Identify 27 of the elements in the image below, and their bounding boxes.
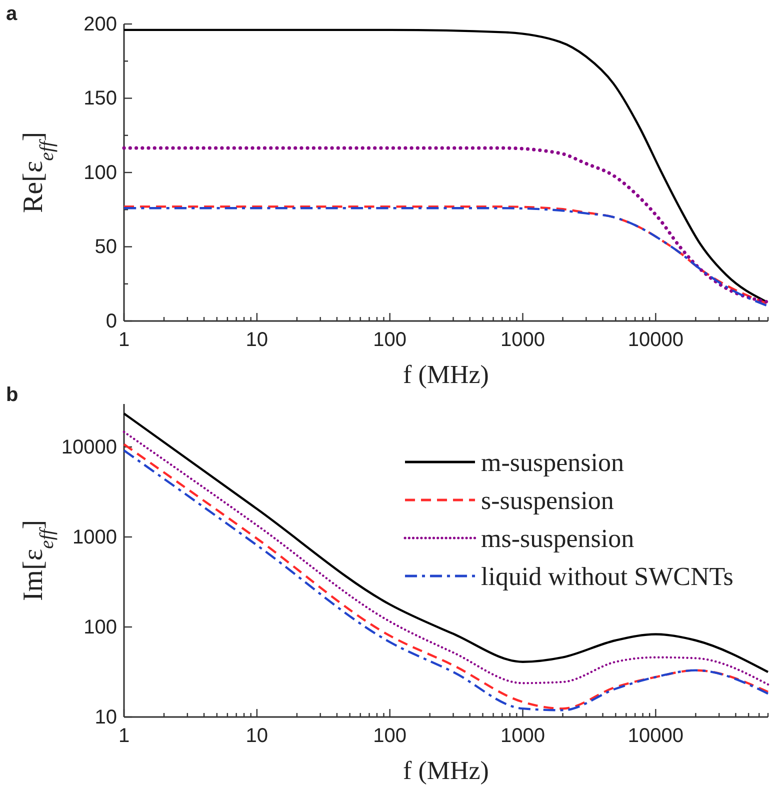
x-tick-label: 1 [118, 725, 130, 747]
y-tick-label: 100 [84, 162, 117, 184]
x-axis-title: f (MHz) [403, 360, 489, 389]
legend-label: liquid without SWCNTs [481, 562, 734, 591]
x-tick-label: 10 [246, 329, 268, 351]
x-tick-label: 10000 [628, 329, 684, 351]
y-tick-label: 10 [94, 706, 117, 728]
x-tick-label: 10000 [628, 725, 684, 747]
y-tick-label: 200 [84, 13, 117, 36]
x-tick-label: 10 [246, 725, 268, 747]
y-tick-label: 150 [84, 88, 117, 110]
y-tick-label: 1000 [72, 526, 117, 548]
y-tick-label: 100 [84, 616, 117, 638]
x-tick-label: 1000 [500, 725, 546, 747]
y-tick-label: 50 [94, 236, 117, 258]
x-tick-label: 100 [373, 725, 407, 747]
x-tick-label: 100 [373, 329, 407, 351]
x-axis-title: f (MHz) [403, 756, 489, 785]
text: b [6, 384, 18, 406]
y-tick-label: 10000 [61, 436, 117, 458]
x-tick-label: 1000 [500, 329, 546, 351]
x-tick-label: 1 [118, 329, 130, 351]
y-tick-label: 0 [106, 310, 117, 332]
legend-label: ms-suspension [481, 524, 634, 553]
text: a [6, 3, 18, 25]
legend-label: s-suspension [481, 486, 614, 515]
legend-label: m-suspension [481, 448, 624, 477]
